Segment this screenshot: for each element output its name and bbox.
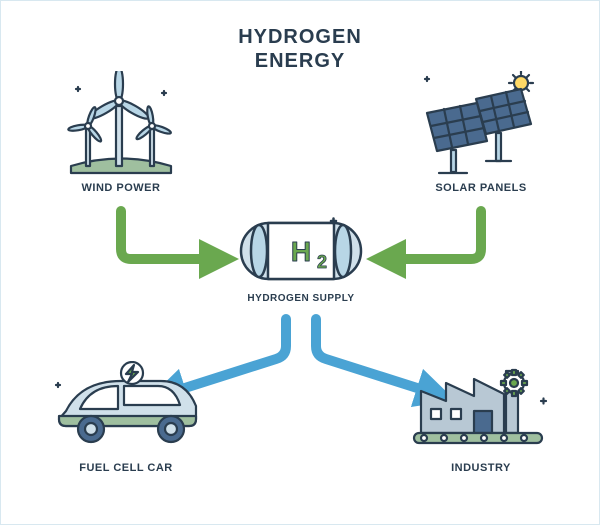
industry-label: INDUSTRY (401, 462, 561, 474)
wind-label: WIND POWER (46, 182, 196, 194)
node-wind-power: WIND POWER (46, 71, 196, 194)
node-fuel-cell-car: FUEL CELL CAR (41, 361, 211, 474)
fuel-cell-car-icon (46, 361, 206, 456)
title-line2: ENERGY (255, 50, 345, 72)
diagram-title: HYDROGEN ENERGY (1, 25, 599, 73)
solar-panel-icon (421, 71, 541, 176)
node-industry: INDUSTRY (401, 361, 561, 474)
wind-turbine-icon (66, 71, 176, 176)
supply-label: HYDROGEN SUPPLY (226, 293, 376, 304)
solar-label: SOLAR PANELS (406, 182, 556, 194)
node-hydrogen-supply: H 2 HYDROGEN SUPPLY (226, 211, 376, 304)
title-line1: HYDROGEN (238, 26, 362, 48)
svg-text:2: 2 (317, 252, 327, 272)
svg-text:H: H (291, 236, 311, 267)
car-label: FUEL CELL CAR (41, 462, 211, 474)
arrow-wind-to-supply (121, 211, 219, 259)
node-solar-panels: SOLAR PANELS (406, 71, 556, 194)
factory-icon (406, 361, 556, 456)
hydrogen-tank-icon: H 2 (226, 211, 376, 291)
arrow-solar-to-supply (386, 211, 481, 259)
